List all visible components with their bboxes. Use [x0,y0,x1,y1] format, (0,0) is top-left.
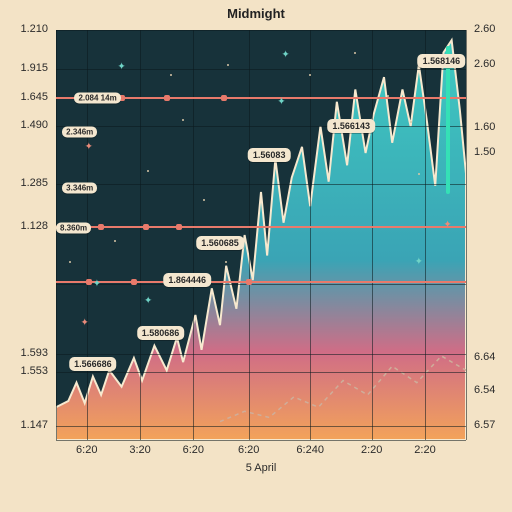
sparkle-icon: ✦ [85,141,93,152]
gridline-vertical [140,30,141,440]
gridline-vertical [193,30,194,440]
chart-title: Midmight [0,6,512,21]
accent-hline-knob [86,279,92,285]
sparkle-icon: ✦ [281,49,289,60]
gridline-vertical [372,30,373,440]
y-right-tick-label: 1.60 [474,121,512,133]
sparkle-dot [418,173,420,175]
y-right-tick-label: 2.60 [474,23,512,35]
y-right-tick-label: 6.64 [474,351,512,363]
y-left-tick-label: 1.490 [0,119,48,131]
gridline-vertical [425,30,426,440]
accent-hline-knob [221,95,227,101]
gridline-horizontal [56,30,466,31]
sparkle-icon: ✦ [443,219,451,230]
gridline-horizontal [56,426,466,427]
sparkle-icon: ✦ [80,318,88,329]
gridline-horizontal [56,354,466,355]
y-left-tick-label: 1.645 [0,91,48,103]
sparkle-dot [387,95,389,97]
sparkle-dot [114,240,116,242]
value-callout: 1.864446 [163,273,211,287]
value-callout: 2.084 14m [74,92,120,103]
accent-vline [446,46,450,194]
sparkle-icon: ✦ [415,256,423,267]
gridline-vertical [310,30,311,440]
x-tick-label: 2:20 [414,444,435,456]
accent-hline-knob [176,224,182,230]
sparkle-dot [354,52,356,54]
y-left-tick-label: 1.593 [0,347,48,359]
accent-hline-knob [164,95,170,101]
gridline-horizontal [56,284,466,285]
accent-hline-knob [143,224,149,230]
value-callout: 1.566143 [327,119,375,133]
accent-hline [56,281,466,283]
sparkle-icon: ✦ [93,279,101,290]
sparkle-icon: ✦ [144,295,152,306]
sparkle-dot [203,199,205,201]
gridline-horizontal [56,184,466,185]
x-tick-label: 6:20 [183,444,204,456]
x-tick-label: 2:20 [361,444,382,456]
value-callout: 8.360m [56,222,91,233]
sparkle-dot [69,261,71,263]
y-axis-left: 1.2101.9151.6451.4901.2851.1281.5931.553… [0,30,50,440]
gridline-horizontal [56,126,466,127]
gridline-vertical [466,30,467,440]
y-right-tick-label: 6.57 [474,419,512,431]
accent-hline [56,226,466,228]
chart-plot: ✦ ✦ ✦ ✦ ✦ ✦ ✦ ✦ ✦ 2.084 14m 2.346m 3.346m 8.360m 1.5… [56,30,466,440]
sparkle-dot [147,170,149,172]
accent-hline-knob [131,279,137,285]
gridline-vertical [249,30,250,440]
chart-series-svg [56,30,466,440]
x-axis-title: 5 April [246,462,277,474]
x-axis-labels: 6:20 3:20 6:20 6:20 6:240 2:20 2:20 [56,444,466,464]
sparkle-dot [309,74,311,76]
sparkle-dot [225,261,227,263]
y-right-tick-label: 1.50 [474,146,512,158]
gridline-vertical [56,30,57,440]
y-left-tick-label: 1.147 [0,419,48,431]
y-left-tick-label: 1.915 [0,62,48,74]
sparkle-dot [170,74,172,76]
y-left-tick-label: 1.128 [0,220,48,232]
x-tick-label: 6:20 [76,444,97,456]
sparkle-icon: ✦ [117,61,125,72]
sparkle-icon: ✦ [277,96,285,107]
x-tick-label: 6:240 [296,444,324,456]
y-right-tick-label: 6.54 [474,384,512,396]
value-callout: 3.346m [62,182,97,193]
sparkle-dot [182,119,184,121]
accent-hline-knob [98,224,104,230]
value-callout: 1.568146 [418,54,466,68]
value-callout: 1.560685 [196,236,244,250]
accent-hline-knob [246,279,252,285]
y-axis-right: 2.602.601.601.506.646.546.57 [472,30,512,440]
y-left-tick-label: 1.553 [0,365,48,377]
y-left-tick-label: 1.285 [0,177,48,189]
sparkle-dot [410,121,412,123]
sparkle-dot [227,64,229,66]
y-left-tick-label: 1.210 [0,23,48,35]
x-tick-label: 6:20 [238,444,259,456]
value-callout: 2.346m [62,126,97,137]
y-right-tick-label: 2.60 [474,58,512,70]
value-callout: 1.566686 [69,357,117,371]
x-tick-label: 3:20 [129,444,150,456]
gridline-horizontal [56,440,466,441]
value-callout: 1.56083 [248,148,291,162]
gridline-horizontal [56,372,466,373]
value-callout: 1.580686 [137,326,185,340]
